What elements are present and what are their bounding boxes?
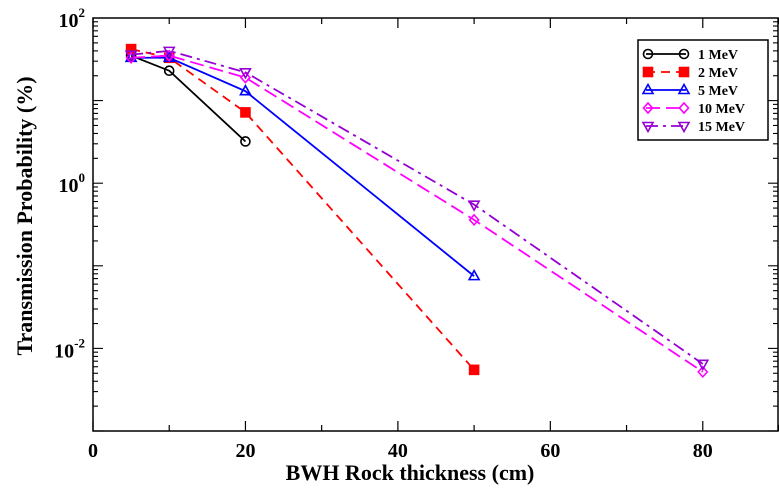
- x-axis-title: BWH Rock thickness (cm): [286, 460, 535, 485]
- series-line-4: [131, 54, 704, 373]
- legend-marker: [678, 101, 690, 115]
- legend-marker: [678, 48, 690, 60]
- data-point: [240, 136, 251, 147]
- legend-label: 10 MeV: [698, 102, 745, 117]
- series-line-2: [130, 48, 475, 371]
- y-axis-title: Transmission Probability (%): [12, 76, 37, 355]
- legend-label: 5 MeV: [698, 84, 738, 99]
- legend-marker: [642, 48, 654, 60]
- data-point: [239, 68, 252, 80]
- legend-label: 1 MeV: [698, 48, 738, 63]
- data-point: [697, 365, 709, 379]
- legend-marker: [677, 82, 691, 95]
- x-tick-label: 40: [388, 440, 408, 462]
- legend-marker: [641, 121, 655, 134]
- data-point: [468, 364, 480, 376]
- legend-marker: [642, 101, 654, 115]
- data-point: [468, 213, 480, 227]
- y-tick-label: 100: [59, 170, 86, 197]
- data-point: [162, 46, 176, 59]
- legend-marker: [642, 66, 654, 78]
- legend-marker: [677, 121, 691, 134]
- y-tick-label: 10-2: [54, 335, 85, 362]
- data-point: [124, 50, 138, 62]
- data-point: [163, 65, 175, 77]
- legend-label: 2 MeV: [698, 66, 738, 81]
- series-line-3: [131, 56, 475, 277]
- x-tick-label: 80: [693, 440, 713, 462]
- x-tick-label: 20: [235, 440, 255, 462]
- series-line-1: [130, 54, 247, 143]
- data-point: [239, 84, 252, 96]
- legend-label: 15 MeV: [698, 120, 745, 135]
- data-point: [467, 200, 481, 212]
- data-point: [467, 268, 481, 281]
- x-tick-label: 60: [540, 440, 560, 462]
- y-tick-label: 102: [59, 5, 86, 32]
- series-line-5: [131, 49, 704, 365]
- plot-frame: [92, 17, 779, 432]
- data-point: [696, 359, 710, 372]
- legend-marker: [678, 66, 690, 78]
- data-point: [240, 107, 251, 118]
- x-tick-label: 0: [88, 440, 98, 462]
- data-point: [163, 49, 175, 62]
- data-point: [239, 71, 252, 84]
- legend-marker: [641, 82, 655, 95]
- legend: 1 MeV 2 MeV 5 MeV 10 MeV 15 MeV: [637, 39, 769, 141]
